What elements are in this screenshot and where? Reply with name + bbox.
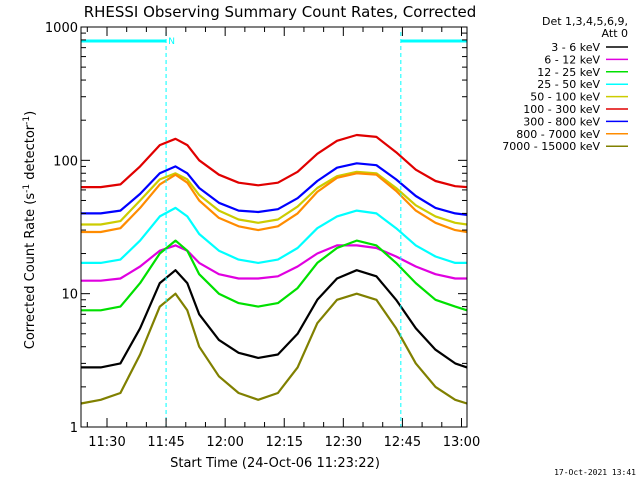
timestamp: 17-Oct-2021 13:41 [554, 468, 636, 477]
legend-label-3: 12 - 25 keV [537, 66, 600, 79]
y-label-sup2: -1 [22, 116, 32, 125]
y-label-main: Corrected Count Rate (s [23, 193, 38, 350]
x-axis-label: Start Time (24-Oct-06 11:23:22) [170, 456, 380, 471]
y-tick-label: 10 [61, 288, 78, 303]
legend-label-5: 50 - 100 keV [530, 91, 600, 104]
series-line-5 [81, 170, 468, 226]
x-axis: 11:30 11:45 12:00 12:15 12:30 12:45 13:00 [86, 27, 480, 450]
series-line-4 [81, 206, 467, 264]
legend-label-6: 100 - 300 keV [523, 103, 600, 116]
legend-label-8: 800 - 7000 keV [516, 128, 600, 141]
x-tick-label: 11:45 [147, 435, 184, 450]
x-tick-label: 12:30 [325, 435, 362, 450]
y-tick-label: 100 [53, 154, 78, 169]
x-tick-label: 12:45 [384, 435, 421, 450]
y-axis-label: Corrected Count Rate (s-1 detector-1) [22, 111, 38, 349]
legend-label-4: 25 - 50 keV [537, 78, 600, 91]
series-line-2 [81, 244, 467, 282]
series-line-1 [81, 269, 468, 369]
y-label-mid: detector [23, 124, 38, 184]
y-axis: 1 10 100 1000 [45, 21, 467, 436]
annotation-label: N [168, 37, 175, 47]
y-tick-label: 1000 [45, 21, 78, 36]
legend-label-9: 7000 - 15000 keV [502, 140, 600, 153]
y-label-end: ) [23, 111, 38, 116]
plot-frame [80, 26, 468, 428]
legend-label-7: 300 - 800 keV [523, 115, 600, 128]
legend-header-detectors: Det 1,3,4,5,6,9, [542, 15, 628, 28]
x-tick-label: 12:15 [266, 435, 303, 450]
series-line-9 [80, 292, 468, 405]
series-line-3 [81, 239, 468, 312]
legend-header-attenuator: Att 0 [602, 27, 628, 40]
x-tick-label: 12:00 [206, 435, 243, 450]
x-tick-label: 11:30 [88, 435, 125, 450]
legend-label-2: 6 - 12 keV [544, 53, 600, 66]
series-line-8 [81, 172, 468, 234]
series-line-6 [81, 133, 468, 189]
x-tick-label: 13:00 [443, 435, 480, 450]
chart-title: RHESSI Observing Summary Count Rates, Co… [84, 3, 477, 21]
y-label-sup1: -1 [22, 184, 32, 193]
series-line-7 [81, 162, 468, 216]
y-tick-label: 1 [70, 421, 78, 436]
series-layer [80, 133, 468, 405]
legend-label-1: 3 - 6 keV [551, 41, 600, 54]
